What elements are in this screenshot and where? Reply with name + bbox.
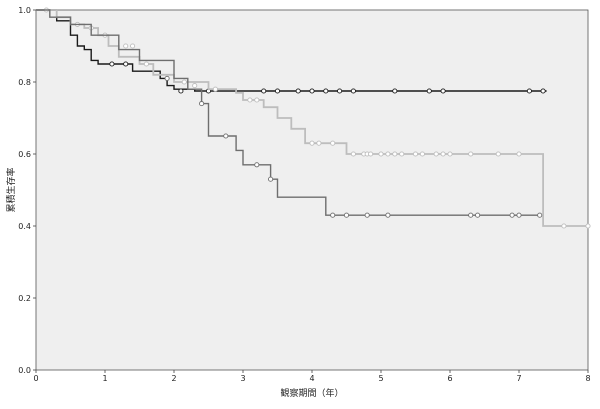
censor-mark — [385, 151, 391, 157]
y-tick-label: 0.4 — [18, 222, 31, 231]
series-layer — [36, 7, 591, 229]
censor-mark — [399, 151, 405, 157]
censor-mark — [412, 151, 419, 157]
censor-mark — [540, 88, 546, 94]
y-tick-label: 1.0 — [18, 6, 31, 15]
censor-mark — [254, 97, 260, 103]
censor-mark — [212, 86, 218, 92]
censor-mark — [537, 212, 543, 218]
censor-mark — [378, 151, 384, 157]
censor-mark — [254, 162, 260, 168]
y-tick-label: 0.8 — [18, 78, 31, 87]
censor-mark — [516, 212, 522, 218]
censor-mark — [316, 140, 322, 146]
censor-mark — [164, 75, 170, 81]
censor-mark — [585, 223, 591, 229]
censor-mark — [109, 61, 115, 67]
censor-mark — [468, 212, 474, 218]
censor-mark — [561, 223, 567, 229]
censor-mark — [123, 43, 129, 49]
censor-mark — [516, 151, 522, 157]
censor-mark — [385, 212, 391, 218]
censor-mark — [509, 212, 515, 218]
censor-mark — [433, 151, 439, 157]
censor-mark — [123, 61, 129, 67]
censor-mark — [468, 151, 474, 157]
series-3 — [36, 9, 543, 218]
x-tick-label: 2 — [171, 374, 176, 383]
censor-mark — [199, 101, 205, 107]
censor-mark — [309, 140, 315, 146]
y-tick-label: 0.2 — [18, 294, 31, 303]
censor-mark — [274, 88, 281, 94]
survival-curve-1 — [36, 9, 547, 92]
series-2 — [36, 7, 591, 229]
y-tick-label: 0.0 — [18, 366, 31, 375]
censor-mark — [440, 151, 446, 157]
censor-mark — [268, 176, 274, 182]
censor-mark — [330, 212, 336, 218]
x-tick-label: 0 — [33, 374, 38, 383]
censor-mark — [309, 88, 315, 94]
x-tick-label: 3 — [240, 374, 245, 383]
censor-mark — [192, 83, 198, 89]
y-axis-title: 累積生存率 — [5, 167, 17, 212]
censor-mark — [447, 151, 453, 157]
x-tick-label: 6 — [447, 374, 452, 383]
censor-mark — [526, 88, 532, 94]
x-tick-label: 8 — [585, 374, 590, 383]
censor-mark — [295, 88, 301, 94]
censor-mark — [475, 212, 481, 218]
x-tick-label: 7 — [516, 374, 521, 383]
plot-area — [35, 9, 589, 371]
censor-mark — [130, 43, 136, 49]
censor-mark — [440, 88, 446, 94]
x-tick-label: 1 — [102, 374, 107, 383]
x-tick-label: 5 — [378, 374, 383, 383]
censor-mark — [247, 97, 253, 103]
censor-mark — [261, 88, 267, 94]
censor-mark — [323, 88, 329, 94]
censor-mark — [392, 88, 398, 94]
censor-mark — [368, 151, 374, 157]
x-tick-label: 4 — [309, 374, 314, 383]
censor-mark — [426, 88, 432, 94]
survival-curve-2 — [36, 9, 588, 227]
censor-mark — [178, 88, 184, 94]
censor-mark — [143, 61, 149, 67]
censor-mark — [392, 151, 398, 157]
censor-mark — [181, 79, 187, 85]
censor-mark — [223, 133, 229, 139]
censor-mark — [364, 212, 370, 218]
censor-mark — [495, 151, 501, 157]
series-1 — [36, 9, 547, 94]
censor-mark — [350, 88, 356, 94]
censor-mark — [330, 140, 336, 146]
censor-mark — [419, 151, 425, 157]
y-tick-label: 0.6 — [18, 150, 31, 159]
censor-mark — [343, 212, 350, 218]
censor-mark — [337, 88, 343, 94]
axes-layer: 0 1 2 3 4 5 6 7 8 0.0 0.2 0.4 0.6 0.8 1.0 — [18, 6, 590, 383]
x-axis-title: 観察期間（年） — [280, 387, 343, 399]
censor-mark — [350, 151, 356, 157]
